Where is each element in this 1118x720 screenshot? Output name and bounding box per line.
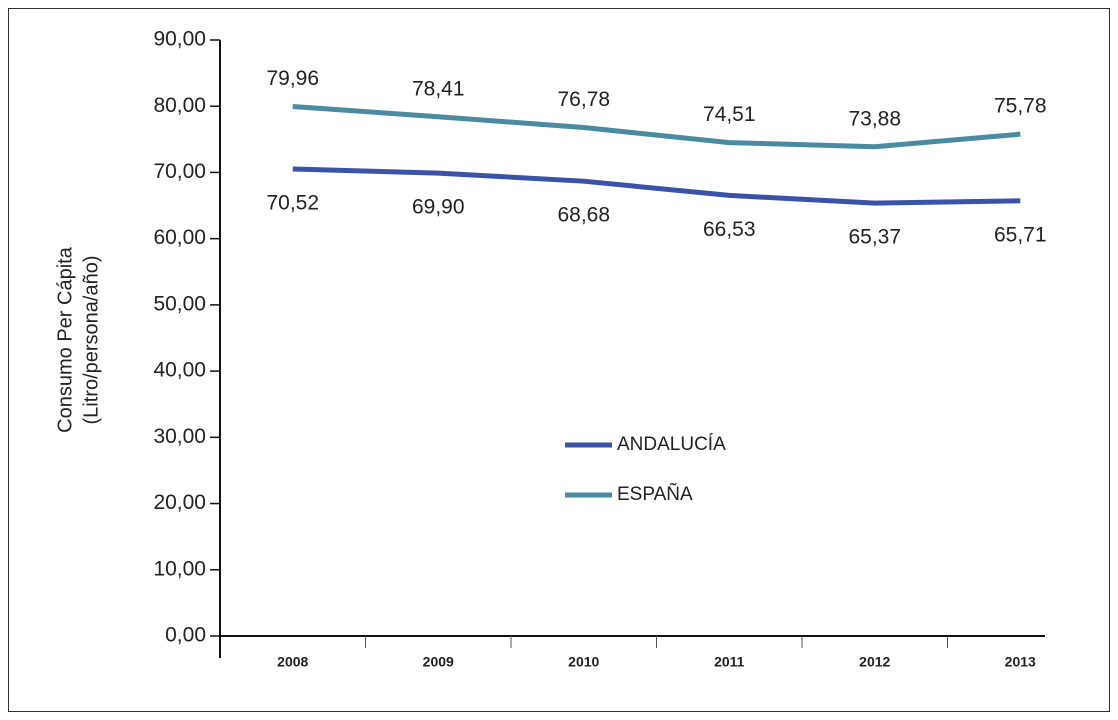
legend-label: ESPAÑA	[617, 483, 693, 505]
x-tick-label: 2009	[423, 654, 454, 670]
y-tick-label: 80,00	[153, 94, 206, 117]
x-tick-label: 2013	[1005, 654, 1036, 670]
y-tick-label: 20,00	[153, 491, 206, 514]
value-label: 66,53	[703, 218, 756, 241]
series-line	[292, 103, 1021, 150]
y-tick-label: 10,00	[153, 557, 206, 580]
value-label: 75,78	[994, 95, 1047, 118]
y-tick-label: 60,00	[153, 226, 206, 249]
x-tick-label: 2010	[568, 654, 599, 670]
value-label: 68,68	[557, 204, 610, 227]
y-axis-label: Consumo Per Cápita	[54, 246, 76, 433]
value-label: 74,51	[703, 103, 756, 126]
x-tick-label: 2008	[277, 654, 308, 670]
y-axis-label: (Litro/persona/año)	[80, 256, 102, 425]
series-line	[292, 166, 1021, 206]
value-label: 78,41	[412, 77, 465, 100]
value-label: 73,88	[848, 107, 901, 130]
value-label: 65,71	[994, 223, 1047, 246]
y-tick-label: 50,00	[153, 292, 206, 315]
x-tick-label: 2012	[859, 654, 890, 670]
y-tick-label: 70,00	[153, 160, 206, 183]
y-tick-label: 30,00	[153, 425, 206, 448]
value-label: 79,96	[266, 67, 319, 90]
legend-label: ANDALUCÍA	[617, 434, 726, 455]
y-tick-label: 0,00	[165, 624, 206, 647]
value-label: 70,52	[266, 192, 319, 215]
x-tick-label: 2011	[714, 654, 745, 670]
value-label: 76,78	[557, 88, 610, 111]
y-tick-label: 90,00	[153, 28, 206, 51]
value-label: 69,90	[412, 196, 465, 219]
value-label: 65,37	[848, 226, 901, 249]
y-tick-label: 40,00	[153, 359, 206, 382]
